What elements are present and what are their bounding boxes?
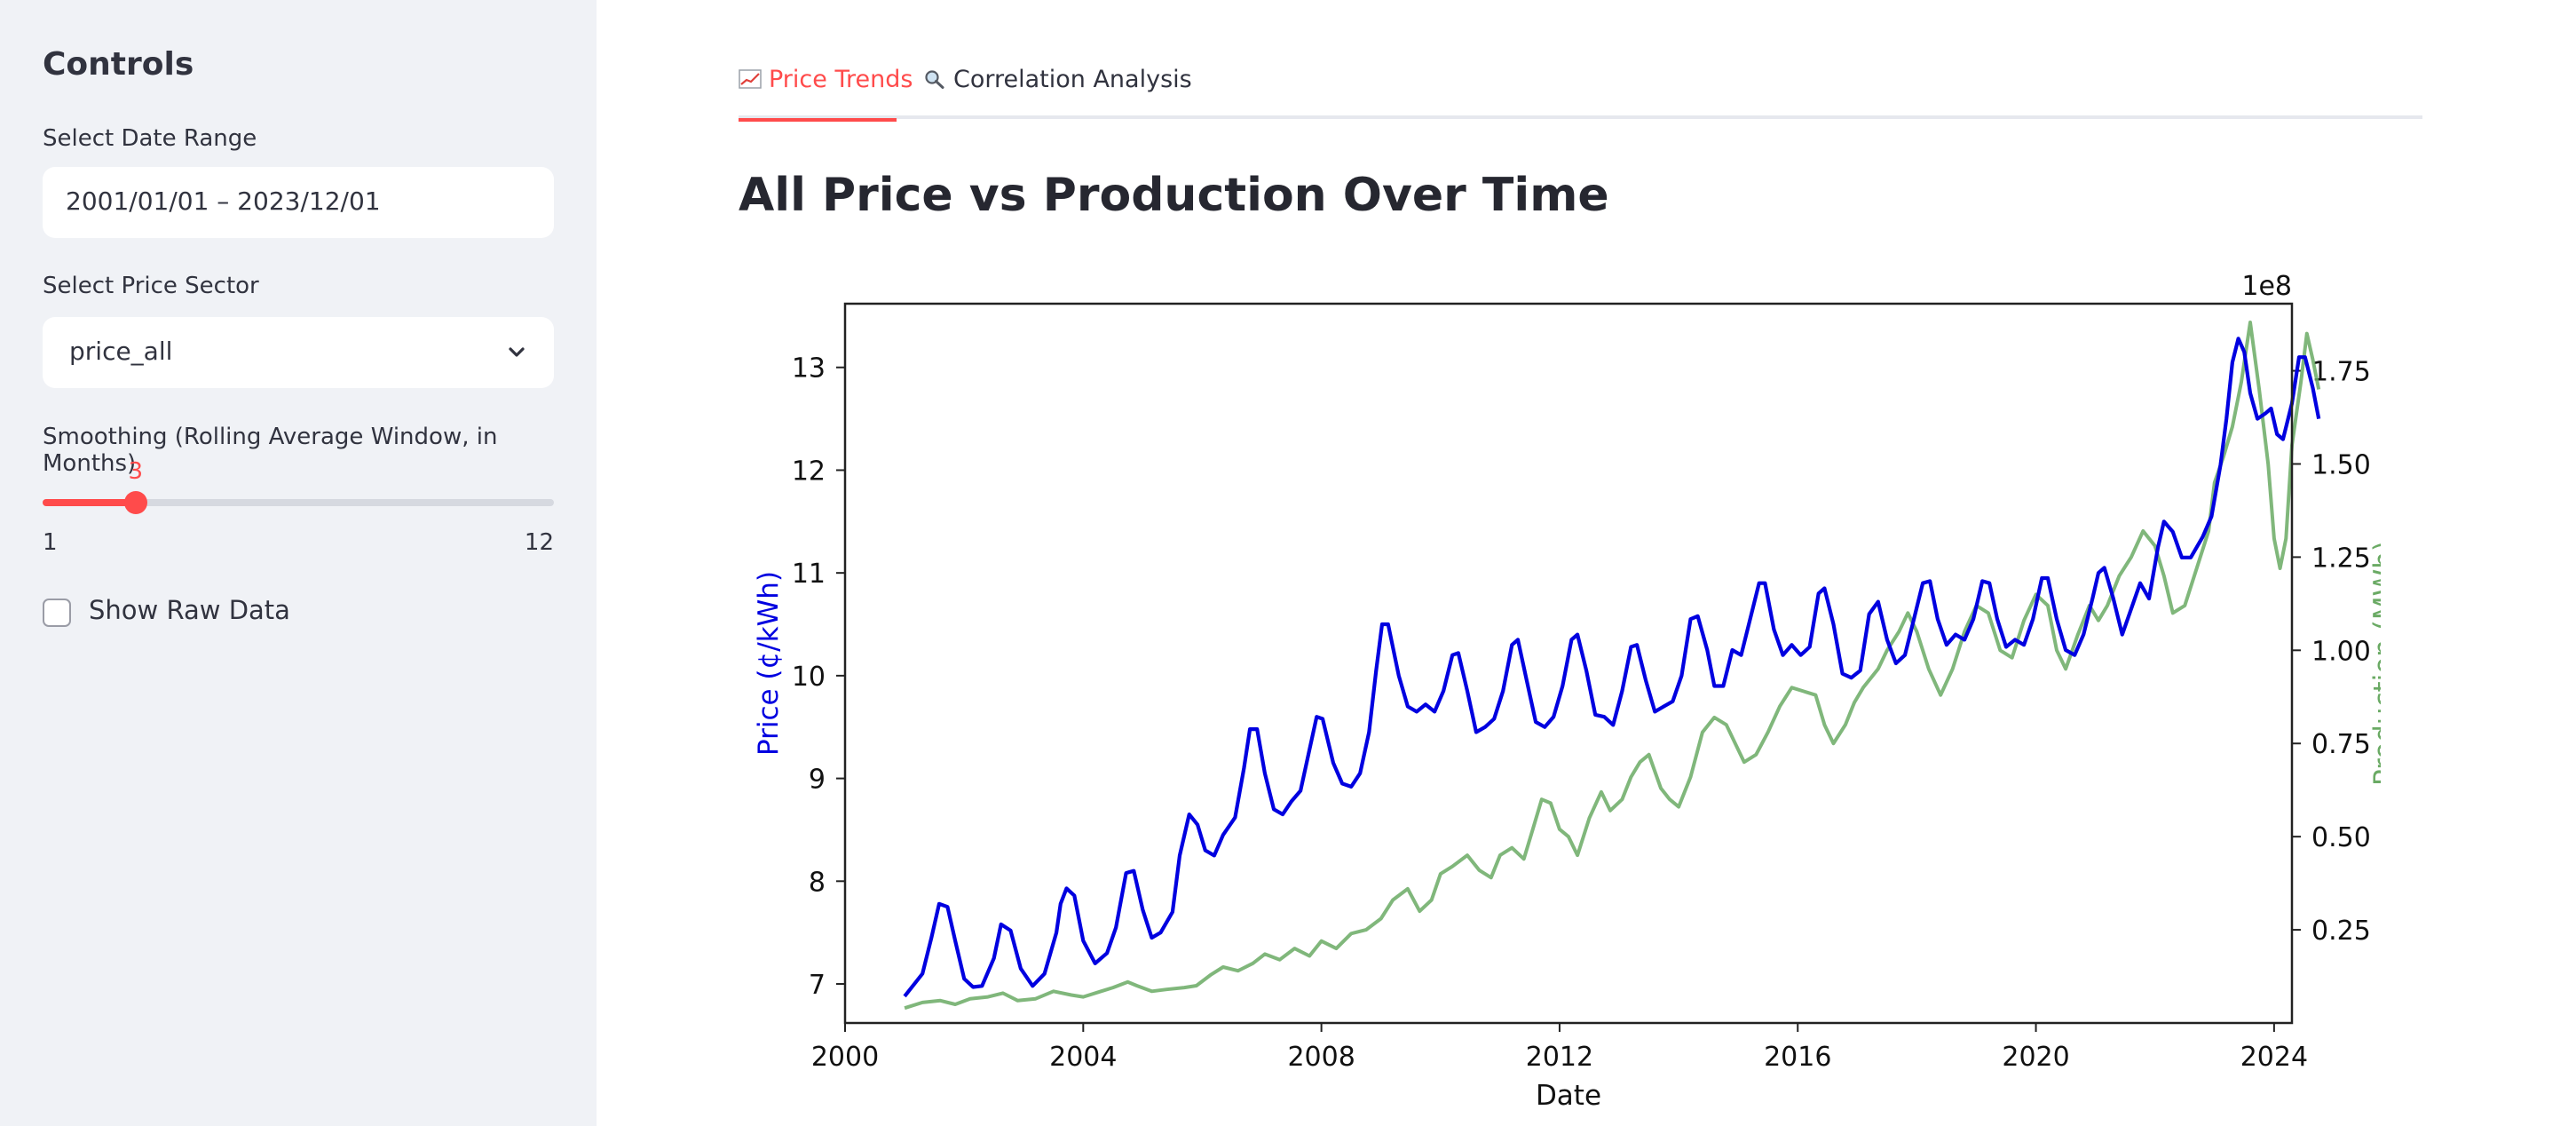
x-axis-title: Date bbox=[1536, 1080, 1601, 1112]
series-price-line bbox=[903, 337, 2321, 998]
y-axis-title: Price (¢/kWh) bbox=[753, 571, 785, 756]
smoothing-slider-track[interactable] bbox=[43, 499, 554, 506]
tab-correlation-analysis[interactable]: Correlation Analysis bbox=[923, 66, 1192, 115]
chart-increasing-icon bbox=[739, 69, 762, 89]
date-range-value: 2001/01/01 – 2023/12/01 bbox=[66, 186, 381, 216]
date-range-input[interactable]: 2001/01/01 – 2023/12/01 bbox=[43, 167, 554, 238]
x-tick-label: 2024 bbox=[2240, 1042, 2308, 1073]
show-raw-data-label[interactable]: Show Raw Data bbox=[89, 595, 290, 625]
y-tick-label: 11 bbox=[792, 559, 826, 590]
smoothing-max: 12 bbox=[524, 529, 554, 556]
smoothing-slider-fill bbox=[43, 499, 136, 506]
y2-tick-label: 1.50 bbox=[2311, 449, 2371, 480]
y2-offset-label: 1e8 bbox=[2241, 271, 2292, 302]
magnifier-icon bbox=[925, 70, 944, 89]
price-sector-select[interactable]: price_all bbox=[43, 317, 554, 388]
y-tick-label: 12 bbox=[792, 456, 826, 487]
y-tick-label: 7 bbox=[809, 970, 826, 1001]
y2-tick-label: 0.25 bbox=[2311, 916, 2371, 947]
smoothing-value: 3 bbox=[128, 458, 143, 485]
y2-axis-title: Production (MWh) bbox=[2368, 541, 2381, 786]
tab-bar: Price Trends Correlation Analysis bbox=[739, 62, 2422, 122]
chevron-down-icon bbox=[509, 347, 525, 357]
x-tick-label: 2016 bbox=[1764, 1042, 1831, 1073]
tab-price-trends[interactable]: Price Trends bbox=[739, 66, 913, 122]
y2-tick-label: 1.25 bbox=[2311, 543, 2371, 574]
y-tick-label: 13 bbox=[792, 353, 826, 385]
page-title: All Price vs Production Over Time bbox=[739, 169, 1609, 222]
tab-price-trends-label: Price Trends bbox=[769, 66, 913, 93]
smoothing-slider-thumb[interactable] bbox=[123, 491, 147, 514]
tab-active-indicator bbox=[739, 118, 897, 122]
y-tick-label: 8 bbox=[809, 867, 826, 898]
tab-correlation-analysis-label: Correlation Analysis bbox=[953, 66, 1192, 93]
x-tick-label: 2020 bbox=[2002, 1042, 2069, 1073]
date-range-label: Select Date Range bbox=[43, 125, 257, 152]
x-tick-label: 2008 bbox=[1287, 1042, 1355, 1073]
smoothing-label: Smoothing (Rolling Average Window, in Mo… bbox=[43, 424, 498, 477]
smoothing-min: 1 bbox=[43, 529, 58, 556]
y-tick-label: 10 bbox=[792, 662, 826, 693]
x-tick-label: 2004 bbox=[1049, 1042, 1117, 1073]
sidebar-title: Controls bbox=[43, 46, 194, 83]
y2-tick-label: 0.50 bbox=[2311, 822, 2371, 853]
price-sector-label: Select Price Sector bbox=[43, 273, 259, 299]
sidebar: Controls Select Date Range 2001/01/01 – … bbox=[0, 0, 597, 1126]
y2-tick-label: 1.00 bbox=[2311, 636, 2371, 667]
y2-tick-label: 1.75 bbox=[2311, 357, 2371, 388]
y-tick-label: 9 bbox=[809, 765, 826, 796]
x-tick-label: 2012 bbox=[1526, 1042, 1593, 1073]
series-production-line bbox=[904, 321, 2321, 1011]
y2-tick-label: 0.75 bbox=[2311, 729, 2371, 760]
price-production-chart: 2000 2004 2008 2012 2016 2020 2024 7 8 9 10 11 12 13 0… bbox=[753, 271, 2381, 1112]
x-tick-label: 2000 bbox=[811, 1042, 879, 1073]
price-sector-value: price_all bbox=[69, 337, 173, 366]
show-raw-data-checkbox[interactable] bbox=[43, 599, 71, 627]
plot-frame bbox=[843, 302, 2294, 1025]
